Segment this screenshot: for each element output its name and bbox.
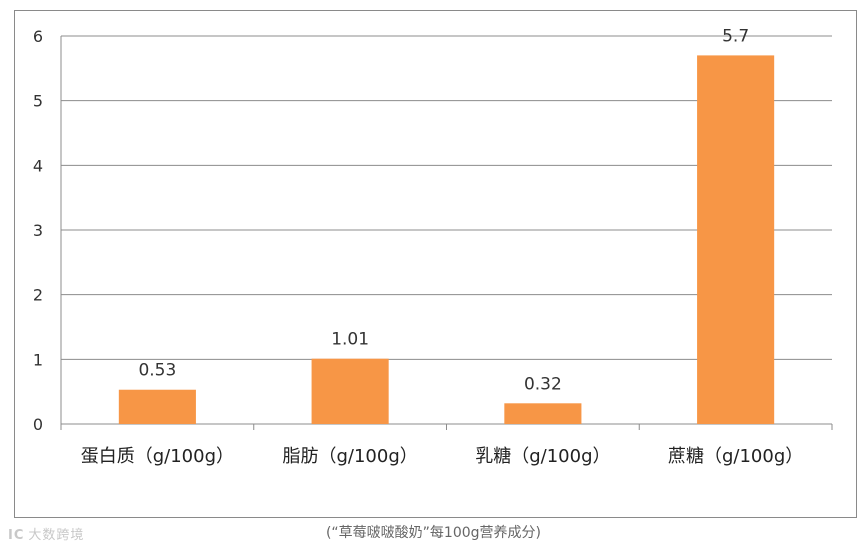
bar — [118, 389, 196, 424]
x-tick-label: 蛋白质（g/100g） — [81, 446, 234, 467]
watermark: IC 大数跨境 — [8, 524, 84, 543]
x-tick-label: 蔗糖（g/100g） — [668, 446, 803, 467]
watermark-text: 大数跨境 — [28, 528, 85, 543]
chart-frame: 0 1 2 3 4 5 6 0.53 蛋白质（g/100g） 1.01 脂肪（g/100g） 0.32… — [14, 10, 857, 518]
bar — [311, 358, 389, 424]
watermark-logo-icon: IC — [8, 528, 25, 543]
bar — [697, 55, 775, 425]
y-tick-label: 4 — [33, 156, 43, 175]
y-tick-label: 0 — [33, 415, 43, 434]
bar — [504, 403, 582, 424]
chart-caption: (“草莓啵啵酸奶”每100g营养成分) — [325, 525, 542, 541]
x-tick-label: 脂肪（g/100g） — [282, 446, 417, 467]
x-tick-label: 乳糖（g/100g） — [475, 446, 610, 467]
y-tick-label: 1 — [33, 350, 43, 369]
bar-chart: 0 1 2 3 4 5 6 0.53 蛋白质（g/100g） 1.01 脂肪（g/100g） 0.32… — [33, 26, 833, 467]
data-label: 5.7 — [722, 26, 749, 46]
y-tick-label: 2 — [33, 286, 43, 305]
data-label: 0.32 — [524, 374, 562, 394]
data-label: 1.01 — [331, 330, 369, 350]
data-label: 0.53 — [138, 361, 176, 381]
y-tick-label: 5 — [33, 92, 43, 111]
y-tick-label: 6 — [33, 27, 43, 46]
y-tick-label: 3 — [33, 221, 43, 240]
